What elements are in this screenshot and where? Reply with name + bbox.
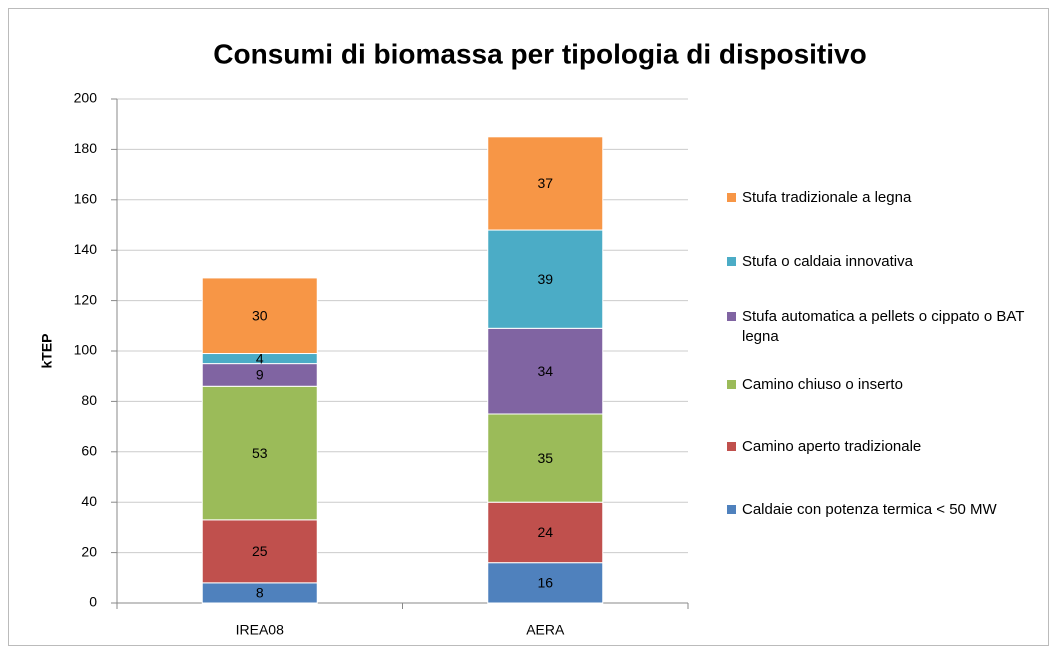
bar-segment: [201, 385, 318, 521]
x-tick-label: AERA: [526, 622, 565, 638]
y-tick-label: 100: [74, 342, 98, 358]
legend-swatch: [727, 193, 736, 202]
data-label: 53: [252, 445, 268, 461]
y-tick-label: 40: [81, 493, 97, 509]
data-label: 35: [537, 450, 553, 466]
bar-segment: [487, 501, 604, 564]
data-label: 16: [537, 575, 553, 591]
data-label: 8: [256, 585, 264, 601]
legend-label: Stufa automatica a pellets o cippato o B…: [742, 308, 1025, 345]
bar-segment: [487, 229, 604, 329]
y-tick-label: 140: [74, 241, 98, 257]
legend-item: Stufa automatica a pellets o cippato o B…: [727, 307, 1037, 347]
legend-item: Stufa tradizionale a legna: [727, 188, 1037, 208]
y-axis-label: kTEP: [39, 333, 55, 368]
y-tick-label: 60: [81, 443, 97, 459]
legend-label: Camino chiuso o inserto: [742, 376, 903, 393]
legend-swatch: [727, 257, 736, 266]
data-label: 34: [537, 363, 553, 379]
x-tick-label: IREA08: [236, 622, 284, 638]
y-tick-label: 0: [89, 594, 97, 610]
data-label: 39: [537, 271, 553, 287]
legend-swatch: [727, 505, 736, 514]
y-tick-label: 200: [74, 90, 98, 106]
data-label: 9: [256, 367, 264, 383]
bar-segment: [487, 562, 604, 604]
legend-label: Stufa tradizionale a legna: [742, 189, 912, 206]
bar-segment: [487, 136, 604, 231]
y-tick-label: 160: [74, 191, 98, 207]
y-tick-label: 180: [74, 140, 98, 156]
data-label: 4: [256, 350, 264, 366]
legend-item: Stufa o caldaia innovativa: [727, 252, 1037, 272]
legend-item: Camino chiuso o inserto: [727, 375, 1037, 395]
legend-swatch: [727, 312, 736, 321]
legend-label: Camino aperto tradizionale: [742, 438, 922, 455]
y-tick-label: 120: [74, 291, 98, 307]
legend-swatch: [727, 442, 736, 451]
chart-title: Consumi di biomassa per tipologia di dis…: [213, 38, 866, 69]
legend-item: Caldaie con potenza termica < 50 MW: [727, 500, 1037, 520]
legend-label: Stufa o caldaia innovativa: [742, 253, 913, 270]
bar-segment: [487, 327, 604, 415]
bar-segment: [201, 519, 318, 584]
data-label: 37: [537, 175, 553, 191]
y-tick-label: 20: [81, 543, 97, 559]
legend-swatch: [727, 380, 736, 389]
legend-label: Caldaie con potenza termica < 50 MW: [742, 501, 997, 518]
legend-item: Camino aperto tradizionale: [727, 437, 1037, 457]
bar-segment: [201, 277, 318, 355]
data-label: 30: [252, 307, 268, 323]
bar-segment: [487, 413, 604, 503]
data-label: 25: [252, 543, 268, 559]
y-tick-label: 80: [81, 392, 97, 408]
data-label: 24: [537, 524, 553, 540]
